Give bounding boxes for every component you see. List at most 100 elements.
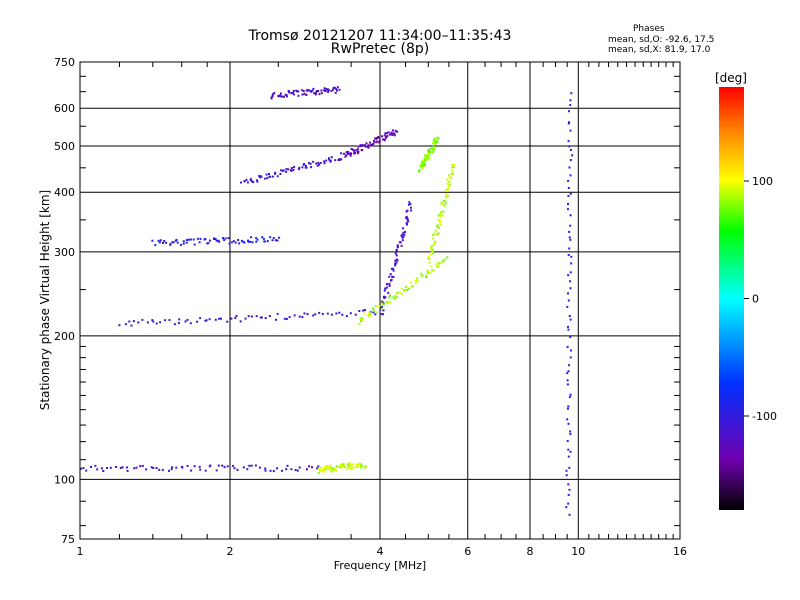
colorbar-tick-label: 0 bbox=[752, 293, 759, 306]
echo-point bbox=[388, 275, 391, 278]
echo-point bbox=[96, 468, 99, 471]
echo-point bbox=[424, 164, 427, 166]
echo-point bbox=[207, 242, 210, 245]
echo-point bbox=[278, 95, 281, 97]
echo-point bbox=[384, 296, 387, 299]
echo-point bbox=[393, 134, 396, 137]
echo-point bbox=[451, 163, 454, 166]
echo-point bbox=[382, 303, 385, 306]
echo-point bbox=[268, 173, 270, 175]
echo-point bbox=[161, 468, 164, 471]
echo-point bbox=[158, 468, 161, 471]
echo-point bbox=[381, 135, 383, 138]
echo-point bbox=[568, 466, 571, 469]
echo-point bbox=[359, 144, 362, 147]
echo-point bbox=[189, 238, 192, 241]
echo-point bbox=[237, 239, 240, 241]
echo-point bbox=[293, 314, 296, 317]
echo-point bbox=[389, 279, 392, 282]
echo-point bbox=[339, 466, 342, 469]
echo-point bbox=[436, 136, 439, 139]
echo-point bbox=[387, 301, 390, 304]
echo-point bbox=[315, 91, 318, 94]
echo-point bbox=[301, 89, 304, 92]
echo-point bbox=[255, 179, 258, 182]
echo-point bbox=[400, 287, 403, 290]
echo-point bbox=[437, 232, 440, 235]
y-tick-label: 400 bbox=[54, 186, 75, 199]
y-tick-label: 750 bbox=[54, 56, 75, 69]
echo-point bbox=[381, 302, 384, 305]
echo-point bbox=[214, 318, 217, 321]
echo-point bbox=[314, 313, 317, 316]
echo-point bbox=[230, 241, 233, 244]
echo-point bbox=[255, 240, 258, 243]
echo-point bbox=[433, 139, 435, 142]
echo-point bbox=[348, 465, 351, 468]
echo-point bbox=[433, 147, 436, 150]
echo-point bbox=[251, 180, 253, 183]
echo-point bbox=[392, 296, 395, 299]
echo-point bbox=[445, 188, 448, 191]
echo-point bbox=[400, 244, 403, 247]
plot-frame bbox=[79, 61, 681, 540]
echo-point bbox=[281, 95, 284, 98]
echo-point bbox=[175, 239, 178, 241]
echo-point bbox=[387, 291, 390, 294]
echo-point bbox=[311, 89, 314, 92]
echo-point bbox=[363, 312, 366, 315]
echo-point bbox=[268, 315, 271, 317]
echo-point bbox=[375, 137, 378, 140]
echo-point bbox=[335, 469, 338, 472]
echo-point bbox=[418, 169, 421, 172]
echo-point bbox=[386, 132, 388, 135]
echo-point bbox=[348, 464, 351, 467]
echo-point bbox=[568, 247, 571, 250]
echo-point bbox=[568, 488, 571, 491]
echo-point bbox=[361, 317, 363, 320]
echo-point bbox=[354, 466, 357, 469]
echo-point bbox=[336, 89, 338, 92]
echo-point bbox=[172, 241, 175, 244]
echo-point bbox=[432, 237, 434, 240]
echo-point bbox=[433, 143, 436, 146]
echo-point bbox=[141, 318, 144, 321]
echo-point bbox=[385, 136, 387, 139]
echo-point bbox=[440, 203, 443, 205]
echo-point bbox=[118, 324, 121, 327]
echo-point bbox=[570, 262, 573, 265]
echo-point bbox=[358, 322, 361, 325]
echo-point bbox=[424, 159, 427, 162]
echo-point bbox=[566, 440, 569, 442]
echo-point bbox=[347, 150, 350, 153]
echo-point bbox=[444, 200, 447, 203]
echo-point bbox=[422, 159, 425, 162]
colorbar-tick-label: -100 bbox=[752, 410, 777, 423]
echo-point bbox=[234, 241, 237, 244]
echo-point bbox=[328, 158, 330, 161]
x-tick-label: 10 bbox=[571, 545, 585, 558]
echo-point bbox=[187, 238, 190, 241]
echo-point bbox=[132, 320, 135, 323]
echo-point bbox=[85, 469, 88, 472]
echo-point bbox=[341, 313, 344, 316]
echo-point bbox=[357, 145, 360, 148]
echo-point bbox=[121, 466, 124, 469]
echo-point bbox=[278, 236, 281, 239]
echo-point bbox=[566, 383, 569, 386]
echo-point bbox=[358, 310, 361, 312]
echo-point bbox=[327, 90, 329, 93]
echo-point bbox=[236, 468, 239, 471]
x-tick-label: 1 bbox=[77, 545, 84, 558]
echo-point bbox=[137, 321, 140, 324]
echo-point bbox=[367, 314, 370, 317]
echo-point bbox=[360, 149, 363, 151]
echo-point bbox=[408, 287, 411, 290]
echo-point bbox=[430, 265, 433, 268]
echo-point bbox=[386, 283, 389, 286]
echo-point bbox=[332, 86, 335, 89]
echo-point bbox=[301, 316, 304, 319]
echo-point bbox=[569, 433, 572, 436]
echo-point bbox=[301, 166, 304, 169]
echo-point bbox=[361, 144, 364, 147]
